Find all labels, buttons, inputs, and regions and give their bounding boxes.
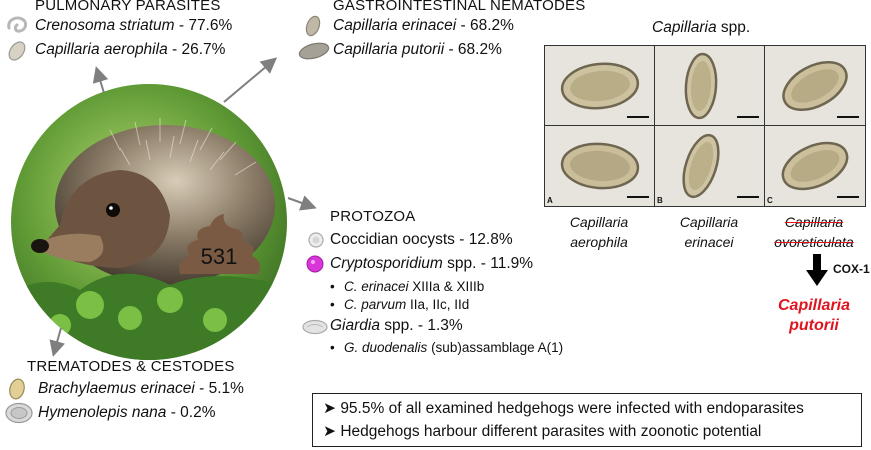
micrograph-b-bottom: B bbox=[654, 125, 766, 207]
cryptosporidium-icon bbox=[306, 255, 324, 273]
summary-box: ➤ 95.5% of all examined hedgehogs were i… bbox=[312, 393, 862, 447]
micrograph-b-top bbox=[654, 45, 766, 127]
egg-icon-erinacei bbox=[305, 15, 321, 37]
summary-line-1: ➤ 95.5% of all examined hedgehogs were i… bbox=[323, 400, 804, 417]
egg-icon-putorii bbox=[298, 42, 330, 60]
protozoa-sub-erinacei: • C. erinacei XIIIa & XIIIb bbox=[330, 279, 485, 294]
result-putorii: Capillaria putorii bbox=[777, 297, 851, 334]
trematodes-item-1: Brachylaemus erinacei - 5.1% bbox=[38, 380, 244, 397]
capillaria-title: Capillaria spp. bbox=[652, 19, 751, 36]
pulmonary-item-1: Crenosoma striatum - 77.6% bbox=[35, 17, 233, 34]
feces-icon bbox=[179, 214, 260, 274]
sample-count: 531 bbox=[200, 244, 238, 269]
pulmonary-header: PULMONARY PARASITES bbox=[35, 0, 221, 14]
caption-aerophila: Capillaria aerophila bbox=[569, 214, 629, 250]
gastro-header: GASTROINTESTINAL NEMATODES bbox=[333, 0, 586, 14]
protozoa-item-cryptosporidium: Cryptosporidium spp. - 11.9% bbox=[330, 255, 534, 272]
egg-icon bbox=[8, 41, 26, 61]
protozoa-sub-duodenalis: • G. duodenalis (sub)assamblage A(1) bbox=[330, 340, 564, 355]
egg-icon-brachylaemus bbox=[9, 378, 25, 400]
micrograph-c-bottom: C bbox=[764, 125, 866, 207]
down-arrow-icon bbox=[806, 254, 828, 286]
protozoa-item-coccidian: Coccidian oocysts - 12.8% bbox=[330, 231, 513, 248]
pulmonary-item-2: Capillaria aerophila - 26.7% bbox=[35, 41, 226, 58]
protozoa-sub-parvum: • C. parvum IIa, IIc, IId bbox=[330, 297, 470, 312]
protozoa-item-giardia: Giardia spp. - 1.3% bbox=[330, 317, 463, 334]
micrograph-a-top bbox=[544, 45, 656, 127]
cox1-label: COX-1 bbox=[833, 262, 870, 276]
caption-erinacei: Capillaria erinacei bbox=[679, 214, 739, 250]
trematodes-item-2: Hymenolepis nana - 0.2% bbox=[38, 404, 216, 421]
protozoa-header: PROTOZOA bbox=[330, 208, 416, 225]
giardia-icon bbox=[302, 319, 328, 335]
micrograph-c-top bbox=[764, 45, 866, 127]
summary-line-2: ➤ Hedgehogs harbour different parasites … bbox=[323, 423, 762, 440]
micrograph-a-bottom: A bbox=[544, 125, 656, 207]
egg-icon-hymenolepis bbox=[5, 402, 33, 424]
caption-ovoreticulata: Capillaria ovoreticulata bbox=[774, 214, 854, 250]
oocyst-icon bbox=[308, 232, 324, 248]
gastro-item-2: Capillaria putorii - 68.2% bbox=[333, 41, 502, 58]
gastro-item-1: Capillaria erinacei - 68.2% bbox=[333, 17, 514, 34]
larva-icon bbox=[7, 16, 28, 33]
trematodes-header: TREMATODES & CESTODES bbox=[27, 358, 235, 375]
